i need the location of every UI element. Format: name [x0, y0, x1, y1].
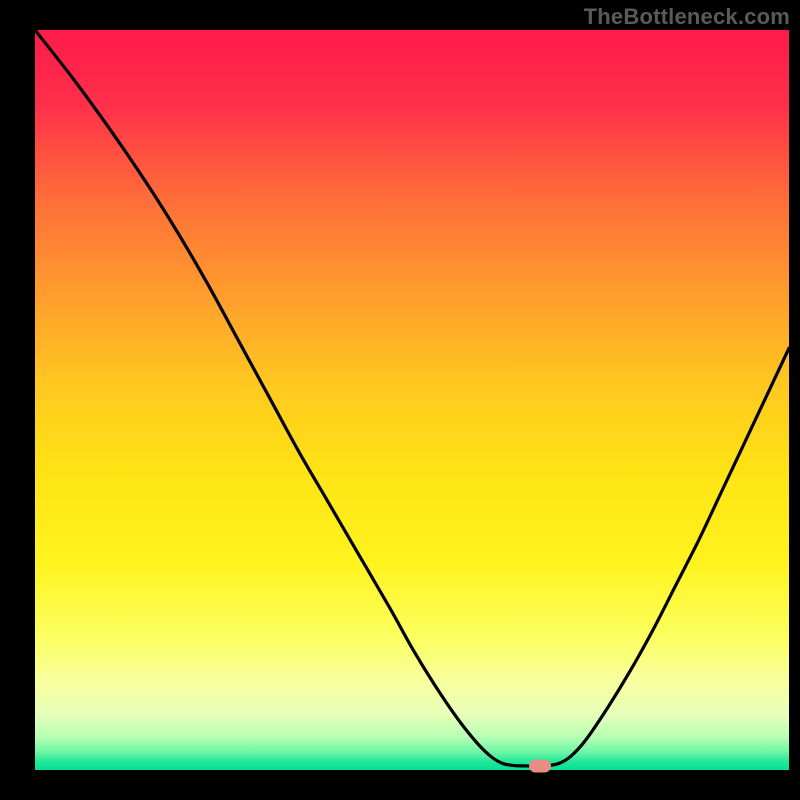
- bottleneck-curve: [35, 30, 789, 766]
- plot-area: [35, 30, 789, 770]
- curve-layer: [35, 30, 789, 770]
- optimal-marker: [529, 759, 551, 772]
- attribution-text: TheBottleneck.com: [584, 4, 790, 30]
- chart-root: TheBottleneck.com: [0, 0, 800, 800]
